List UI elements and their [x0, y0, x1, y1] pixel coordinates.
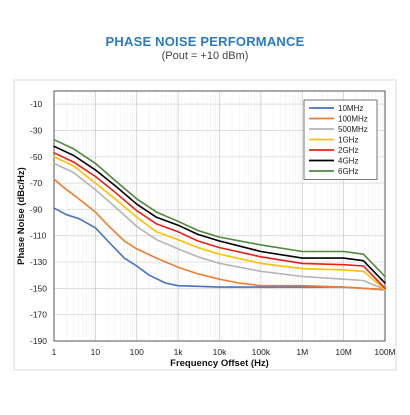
x-tick-label: 1k	[174, 347, 184, 357]
x-tick-label: 100	[130, 347, 144, 357]
series-line-2ghz	[53, 152, 386, 290]
series-line-4ghz	[53, 145, 386, 284]
chart-subtitle: (Pout = +10 dBm)	[161, 50, 249, 62]
series-lines	[53, 138, 386, 291]
y-tick-label: -110	[30, 231, 47, 241]
x-axis-label: Frequency Offset (Hz)	[170, 358, 269, 369]
y-tick-label: -50	[30, 152, 43, 162]
legend-label: 2GHz	[338, 146, 358, 155]
y-tick-label: -170	[30, 310, 47, 320]
legend-label: 6GHz	[338, 167, 358, 176]
y-tick-label: -90	[30, 204, 43, 214]
plot-area-border	[53, 90, 386, 342]
x-tick-label: 1	[52, 347, 57, 357]
x-tick-label: 100M	[374, 347, 395, 357]
series-line-10mhz	[53, 207, 386, 291]
x-tick-label: 10M	[335, 347, 352, 357]
legend-label: 4GHz	[338, 157, 358, 166]
y-axis-label: Phase Noise (dBc/Hz)	[16, 167, 27, 265]
chart-title: PHASE NOISE PERFORMANCE	[105, 34, 305, 49]
x-tick-label: 100k	[252, 347, 271, 357]
y-tick-label: -130	[30, 257, 47, 267]
x-tick-label: 10k	[213, 347, 227, 357]
x-tick-label: 1M	[296, 347, 308, 357]
y-tick-label: -150	[30, 283, 47, 293]
series-line-100mhz	[53, 178, 386, 291]
chart-outer-border	[13, 79, 397, 371]
series-line-500mhz	[53, 162, 386, 291]
legend-label: 500MHz	[338, 125, 368, 134]
tick-labels: -10 -30 -50 -70 -90 -110 -130 -150 -170 -190 1 10 10…	[30, 99, 396, 357]
y-tick-label: -10	[30, 99, 43, 109]
series-line-6ghz	[53, 138, 386, 278]
legend-label: 100MHz	[338, 115, 368, 124]
y-tick-label: -190	[30, 336, 47, 346]
legend-label: 10MHz	[338, 104, 363, 113]
series-line-1ghz	[53, 156, 386, 291]
legend-label: 1GHz	[338, 136, 358, 145]
x-tick-label: 10	[91, 347, 101, 357]
y-tick-label: -30	[30, 125, 43, 135]
y-tick-label: -70	[30, 178, 43, 188]
